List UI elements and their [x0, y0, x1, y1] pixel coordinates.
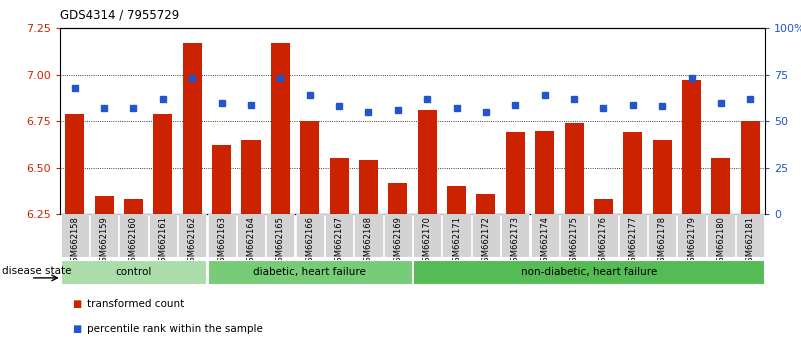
Bar — [413, 260, 764, 284]
Text: GSM662170: GSM662170 — [423, 216, 432, 267]
Text: GSM662181: GSM662181 — [746, 216, 755, 267]
Text: GSM662169: GSM662169 — [393, 216, 402, 267]
Text: GSM662163: GSM662163 — [217, 216, 226, 267]
Bar — [95, 196, 114, 214]
Bar — [61, 214, 89, 257]
Bar — [207, 260, 412, 284]
Bar — [501, 214, 529, 257]
Text: diabetic, heart failure: diabetic, heart failure — [253, 267, 366, 277]
Bar — [296, 214, 324, 257]
Text: transformed count: transformed count — [87, 299, 183, 309]
Text: GSM662165: GSM662165 — [276, 216, 285, 267]
Bar — [560, 214, 588, 257]
Bar — [535, 131, 554, 214]
Bar — [241, 140, 260, 214]
Text: GSM662164: GSM662164 — [247, 216, 256, 267]
Text: GSM662177: GSM662177 — [628, 216, 638, 267]
Bar — [65, 114, 84, 214]
Bar — [271, 43, 290, 214]
Bar — [590, 214, 618, 257]
Bar — [178, 214, 207, 257]
Bar — [618, 214, 647, 257]
Text: GSM662176: GSM662176 — [599, 216, 608, 267]
Text: GSM662168: GSM662168 — [364, 216, 373, 267]
Bar — [447, 186, 466, 214]
Text: GSM662171: GSM662171 — [452, 216, 461, 267]
Bar — [678, 214, 706, 257]
Text: GSM662179: GSM662179 — [687, 216, 696, 267]
Text: GSM662180: GSM662180 — [716, 216, 726, 267]
Text: GSM662161: GSM662161 — [159, 216, 167, 267]
Text: GSM662167: GSM662167 — [335, 216, 344, 267]
Text: disease state: disease state — [2, 266, 71, 276]
Bar — [711, 159, 731, 214]
Text: GSM662172: GSM662172 — [481, 216, 490, 267]
Bar — [736, 214, 764, 257]
Bar — [505, 132, 525, 214]
Bar — [149, 214, 177, 257]
Bar — [329, 159, 348, 214]
Text: GSM662159: GSM662159 — [99, 216, 109, 267]
Bar — [623, 132, 642, 214]
Bar — [565, 123, 584, 214]
Bar — [413, 214, 441, 257]
Text: control: control — [115, 267, 151, 277]
Bar — [266, 214, 295, 257]
Bar — [417, 110, 437, 214]
Bar — [594, 199, 613, 214]
Text: GSM662158: GSM662158 — [70, 216, 79, 267]
Bar — [61, 260, 207, 284]
Text: GSM662160: GSM662160 — [129, 216, 138, 267]
Text: GSM662175: GSM662175 — [570, 216, 578, 267]
Bar — [90, 214, 119, 257]
Text: ■: ■ — [72, 299, 82, 309]
Bar — [648, 214, 676, 257]
Bar — [472, 214, 500, 257]
Text: GSM662173: GSM662173 — [511, 216, 520, 267]
Bar — [477, 194, 496, 214]
Text: GSM662166: GSM662166 — [305, 216, 314, 267]
Text: GDS4314 / 7955729: GDS4314 / 7955729 — [60, 9, 179, 22]
Bar — [183, 43, 202, 214]
Bar — [212, 145, 231, 214]
Bar — [237, 214, 265, 257]
Bar — [119, 214, 147, 257]
Text: non-diabetic, heart failure: non-diabetic, heart failure — [521, 267, 657, 277]
Bar — [530, 214, 559, 257]
Bar — [300, 121, 320, 214]
Bar — [325, 214, 353, 257]
Text: GSM662174: GSM662174 — [540, 216, 549, 267]
Bar — [124, 199, 143, 214]
Bar — [207, 214, 235, 257]
Bar — [442, 214, 471, 257]
Bar — [741, 121, 760, 214]
Bar — [388, 183, 408, 214]
Bar — [706, 214, 735, 257]
Text: percentile rank within the sample: percentile rank within the sample — [87, 324, 263, 334]
Bar — [153, 114, 172, 214]
Bar — [359, 160, 378, 214]
Bar — [384, 214, 412, 257]
Text: GSM662162: GSM662162 — [187, 216, 197, 267]
Bar — [653, 140, 672, 214]
Text: GSM662178: GSM662178 — [658, 216, 666, 267]
Bar — [354, 214, 383, 257]
Bar — [682, 80, 701, 214]
Text: ■: ■ — [72, 324, 82, 334]
